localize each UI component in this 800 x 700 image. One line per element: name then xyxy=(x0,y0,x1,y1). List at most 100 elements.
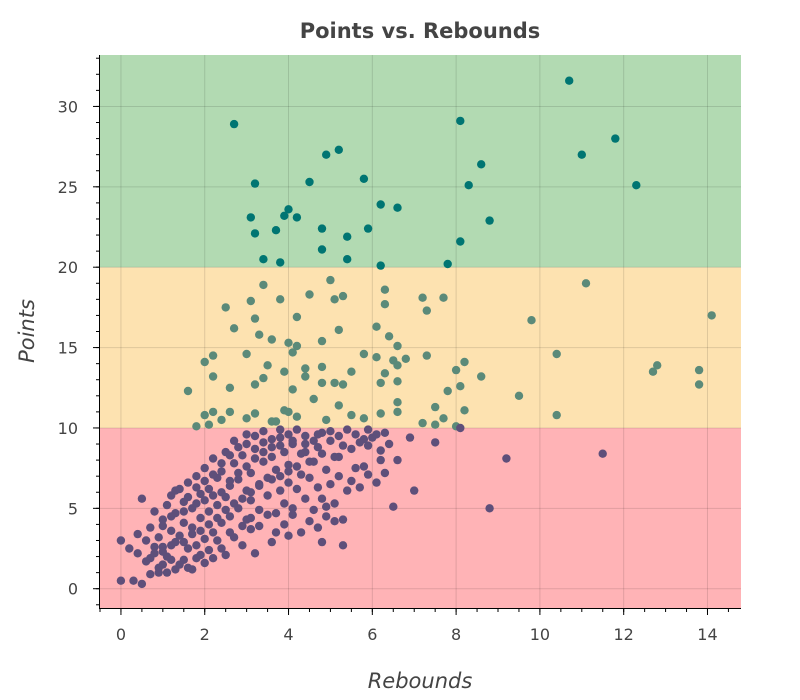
data-point xyxy=(292,213,302,222)
data-point xyxy=(393,455,402,465)
data-point xyxy=(267,443,276,452)
data-point xyxy=(229,436,239,445)
data-point xyxy=(309,436,318,445)
data-point xyxy=(380,428,390,437)
data-point xyxy=(694,365,704,375)
data-point xyxy=(485,216,494,225)
data-point xyxy=(577,150,586,159)
data-point xyxy=(208,351,218,360)
data-point xyxy=(267,537,276,547)
data-point xyxy=(322,502,331,511)
data-point xyxy=(255,521,264,531)
data-point xyxy=(188,565,197,574)
data-point xyxy=(234,475,243,484)
data-point xyxy=(451,365,461,375)
data-point xyxy=(225,476,235,486)
data-point xyxy=(384,332,394,341)
data-point xyxy=(242,414,251,423)
data-point xyxy=(707,311,716,320)
data-point xyxy=(431,420,440,429)
x-tick-label: 4 xyxy=(283,625,293,644)
data-point xyxy=(376,200,385,209)
data-point xyxy=(288,510,297,519)
data-point xyxy=(284,531,293,540)
data-point xyxy=(322,512,331,521)
data-point xyxy=(276,472,285,481)
data-point xyxy=(259,255,268,264)
data-point xyxy=(280,447,289,457)
data-point xyxy=(338,291,348,301)
data-point xyxy=(263,510,272,519)
data-point xyxy=(204,545,214,555)
data-point xyxy=(116,536,126,545)
data-point xyxy=(234,468,243,478)
data-point xyxy=(141,536,151,545)
band-high xyxy=(100,55,741,268)
data-point xyxy=(477,372,486,381)
data-point xyxy=(431,438,440,447)
data-point xyxy=(292,341,302,351)
data-point xyxy=(410,486,419,495)
data-point xyxy=(183,478,193,487)
data-point xyxy=(343,486,352,495)
data-point xyxy=(380,468,390,478)
axes: 0 2 4 6 8 10 12 14 0 5 10 15 20 25 30 xyxy=(58,55,741,644)
data-point xyxy=(330,517,339,526)
data-point xyxy=(217,488,226,497)
data-point xyxy=(192,499,201,508)
data-point xyxy=(158,521,167,531)
data-point xyxy=(246,468,255,478)
data-point xyxy=(255,481,264,490)
data-point xyxy=(246,296,255,306)
data-point xyxy=(280,367,289,376)
data-point xyxy=(192,541,201,550)
data-point xyxy=(384,439,394,449)
data-point xyxy=(305,517,314,526)
data-point xyxy=(443,259,452,269)
data-point xyxy=(150,507,159,516)
data-point xyxy=(485,504,494,513)
data-point xyxy=(242,439,251,449)
data-point xyxy=(288,504,297,513)
data-point xyxy=(179,537,188,547)
data-point xyxy=(225,512,235,521)
data-point xyxy=(317,494,327,503)
data-point xyxy=(204,507,214,516)
data-point xyxy=(246,525,255,534)
data-point xyxy=(355,438,364,447)
data-point xyxy=(322,415,331,425)
data-point xyxy=(246,213,255,222)
y-tick-label: 20 xyxy=(58,258,78,277)
data-point xyxy=(276,295,285,304)
x-tick-label: 0 xyxy=(116,625,126,644)
data-point xyxy=(456,237,465,246)
data-point xyxy=(276,258,285,267)
data-point xyxy=(313,523,323,532)
data-point xyxy=(213,500,222,510)
x-tick-label: 14 xyxy=(697,625,717,644)
data-point xyxy=(229,324,239,333)
data-point xyxy=(477,160,486,169)
data-point xyxy=(158,547,167,556)
data-point xyxy=(347,476,356,486)
data-point xyxy=(238,541,247,550)
data-point xyxy=(359,462,369,471)
data-point xyxy=(598,449,607,458)
data-point xyxy=(334,401,343,410)
data-point xyxy=(393,398,402,407)
data-point xyxy=(183,386,193,396)
data-point xyxy=(330,378,339,388)
data-point xyxy=(632,181,641,190)
data-point xyxy=(217,544,226,553)
data-point xyxy=(301,431,310,441)
data-point xyxy=(280,211,289,220)
data-point xyxy=(284,467,293,476)
data-point xyxy=(292,412,302,421)
y-tick-label: 10 xyxy=(58,419,78,438)
data-point xyxy=(288,436,297,445)
data-point xyxy=(355,483,364,492)
data-point xyxy=(242,462,251,471)
data-point xyxy=(338,441,348,450)
data-point xyxy=(271,528,281,537)
data-point xyxy=(196,489,205,499)
